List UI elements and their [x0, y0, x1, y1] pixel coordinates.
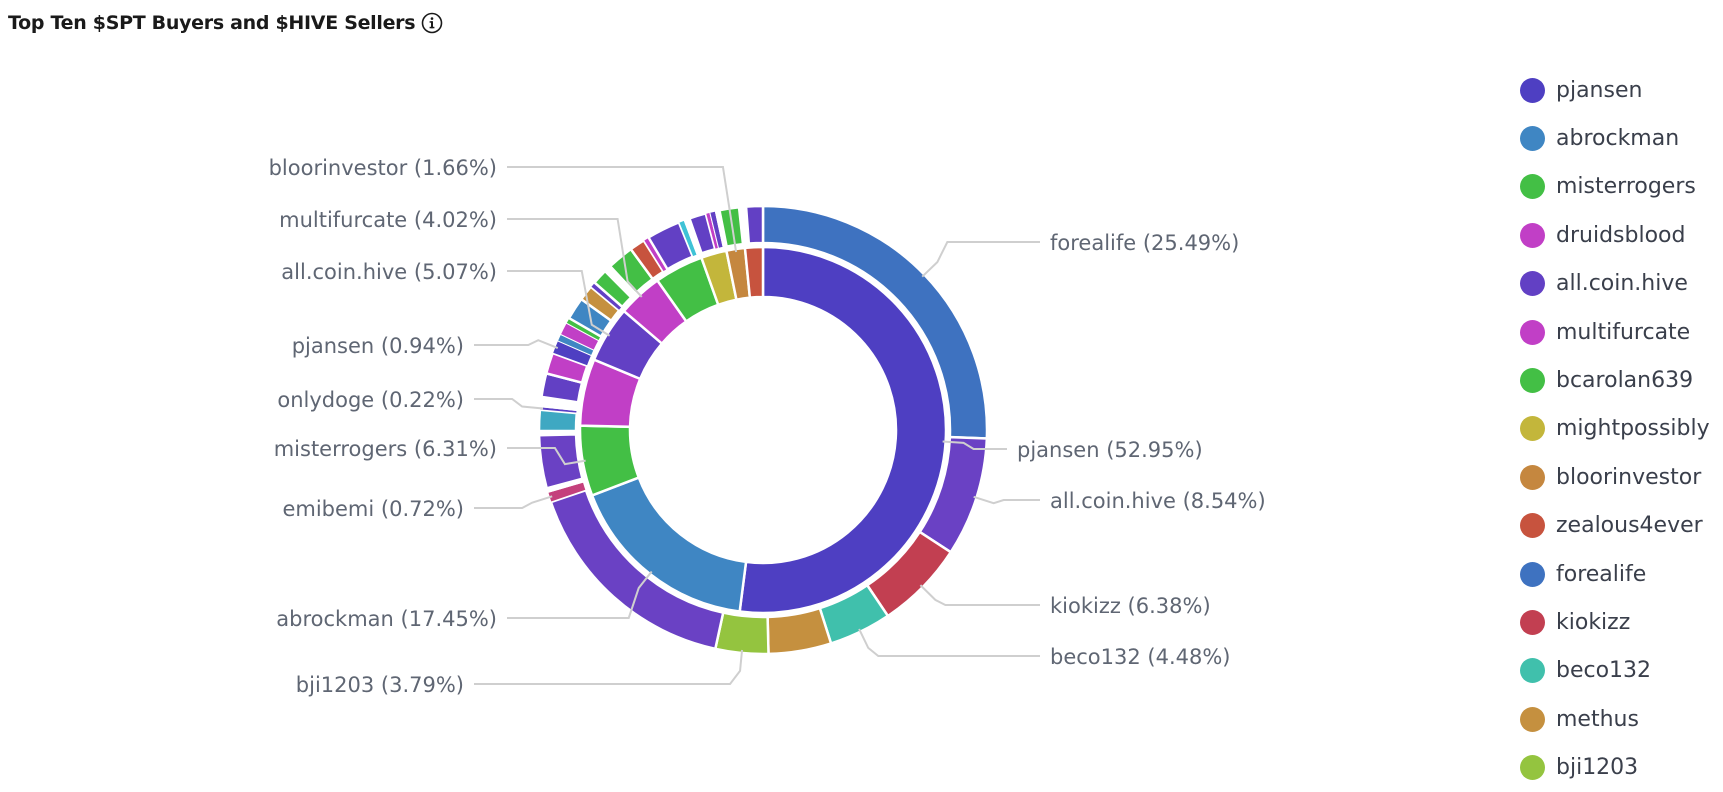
legend-label: abrockman: [1556, 126, 1680, 152]
label-leader-line: [474, 649, 744, 685]
legend-label: druidsblood: [1556, 222, 1686, 248]
legend-label: pjansen: [1556, 77, 1643, 103]
legend-swatch: [1520, 755, 1545, 781]
label-leader-line: [507, 570, 653, 619]
legend-label: methus: [1556, 706, 1639, 732]
label-leader-line: [507, 447, 586, 466]
slice-data-label: misterrogers (6.31%): [274, 437, 497, 461]
legend-item[interactable]: methus: [1520, 695, 1710, 743]
legend-label: bji1203: [1556, 755, 1639, 781]
label-leader-line: [474, 398, 544, 410]
legend-item[interactable]: bloorinvestor: [1520, 453, 1710, 501]
label-leader-line: [507, 166, 738, 253]
label-leader-line: [942, 440, 1007, 450]
slice-data-label: beco132 (4.48%): [1050, 645, 1231, 669]
slice-data-label: bloorinvestor (1.66%): [269, 156, 497, 180]
label-leader-line: [921, 241, 1040, 278]
legend-label: bcarolan639: [1556, 368, 1694, 394]
legend-swatch: [1520, 126, 1545, 152]
info-circle-icon[interactable]: [421, 12, 443, 34]
slice-data-label: pjansen (0.94%): [292, 334, 464, 358]
legend-swatch: [1520, 706, 1545, 732]
page-title: Top Ten $SPT Buyers and $HIVE Sellers: [8, 12, 416, 34]
legend-label: kiokizz: [1556, 609, 1631, 635]
slice-data-label: onlydoge (0.22%): [277, 388, 464, 412]
outer-ring-slice-bji1203[interactable]: [713, 611, 770, 656]
slice-data-label: forealife (25.49%): [1050, 231, 1239, 255]
legend-swatch: [1520, 319, 1545, 345]
legend-label: mightpossibly: [1556, 416, 1710, 442]
legend-item[interactable]: beco132: [1520, 647, 1710, 695]
slice-data-label: abrockman (17.45%): [276, 607, 497, 631]
legend-item[interactable]: mightpossibly: [1520, 405, 1710, 453]
legend-swatch: [1520, 416, 1545, 442]
legend-item[interactable]: pjansen: [1520, 66, 1710, 114]
legend-item[interactable]: all.coin.hive: [1520, 260, 1710, 308]
legend-item[interactable]: multifurcate: [1520, 308, 1710, 356]
legend-label: bloorinvestor: [1556, 464, 1702, 490]
label-leader-line: [474, 495, 553, 509]
legend-label: all.coin.hive: [1556, 271, 1688, 297]
legend-item[interactable]: misterrogers: [1520, 163, 1710, 211]
legend-label: misterrogers: [1556, 174, 1696, 200]
legend-item[interactable]: abrockman: [1520, 114, 1710, 162]
legend-swatch: [1520, 174, 1545, 200]
legend-swatch: [1520, 658, 1545, 684]
legend-swatch: [1520, 271, 1545, 297]
label-leader-line: [919, 584, 1040, 606]
legend-label: multifurcate: [1556, 319, 1691, 345]
legend-item[interactable]: bji1203: [1520, 743, 1710, 791]
legend-swatch: [1520, 77, 1545, 103]
inner-ring-slice-zealous4ever[interactable]: [743, 245, 765, 300]
slice-data-label: multifurcate (4.02%): [279, 208, 497, 232]
legend-item[interactable]: kiokizz: [1520, 598, 1710, 646]
chart-header: Top Ten $SPT Buyers and $HIVE Sellers: [8, 8, 443, 38]
legend-swatch: [1520, 513, 1545, 539]
slice-data-label: kiokizz (6.38%): [1050, 594, 1211, 618]
label-leader-line: [507, 218, 643, 298]
label-leader-line: [474, 339, 559, 349]
chart-legend: pjansen abrockman misterrogers druidsblood a…: [1520, 66, 1710, 792]
legend-swatch: [1520, 464, 1545, 490]
legend-label: zealous4ever: [1556, 513, 1703, 539]
legend-item[interactable]: zealous4ever: [1520, 502, 1710, 550]
outer-ring-slice-segment-37[interactable]: [744, 204, 765, 245]
legend-item[interactable]: druidsblood: [1520, 211, 1710, 259]
inner-ring-slice-pjansen[interactable]: [738, 245, 948, 615]
legend-item[interactable]: bcarolan639: [1520, 356, 1710, 404]
slice-data-label: bji1203 (3.79%): [296, 673, 464, 697]
legend-label: beco132: [1556, 658, 1652, 684]
label-leader-line: [858, 628, 1040, 657]
legend-swatch: [1520, 609, 1545, 635]
legend-swatch: [1520, 368, 1545, 394]
outer-ring-slice-methus[interactable]: [766, 606, 833, 656]
label-leader-line: [507, 270, 611, 337]
slice-data-label: all.coin.hive (8.54%): [1050, 489, 1266, 513]
slice-data-label: emibemi (0.72%): [282, 497, 464, 521]
label-leader-line: [973, 495, 1040, 505]
legend-swatch: [1520, 222, 1545, 248]
slice-data-label: all.coin.hive (5.07%): [281, 260, 497, 284]
legend-swatch: [1520, 561, 1545, 587]
slice-data-label: pjansen (52.95%): [1017, 438, 1203, 462]
legend-label: forealife: [1556, 561, 1647, 587]
legend-item[interactable]: forealife: [1520, 550, 1710, 598]
